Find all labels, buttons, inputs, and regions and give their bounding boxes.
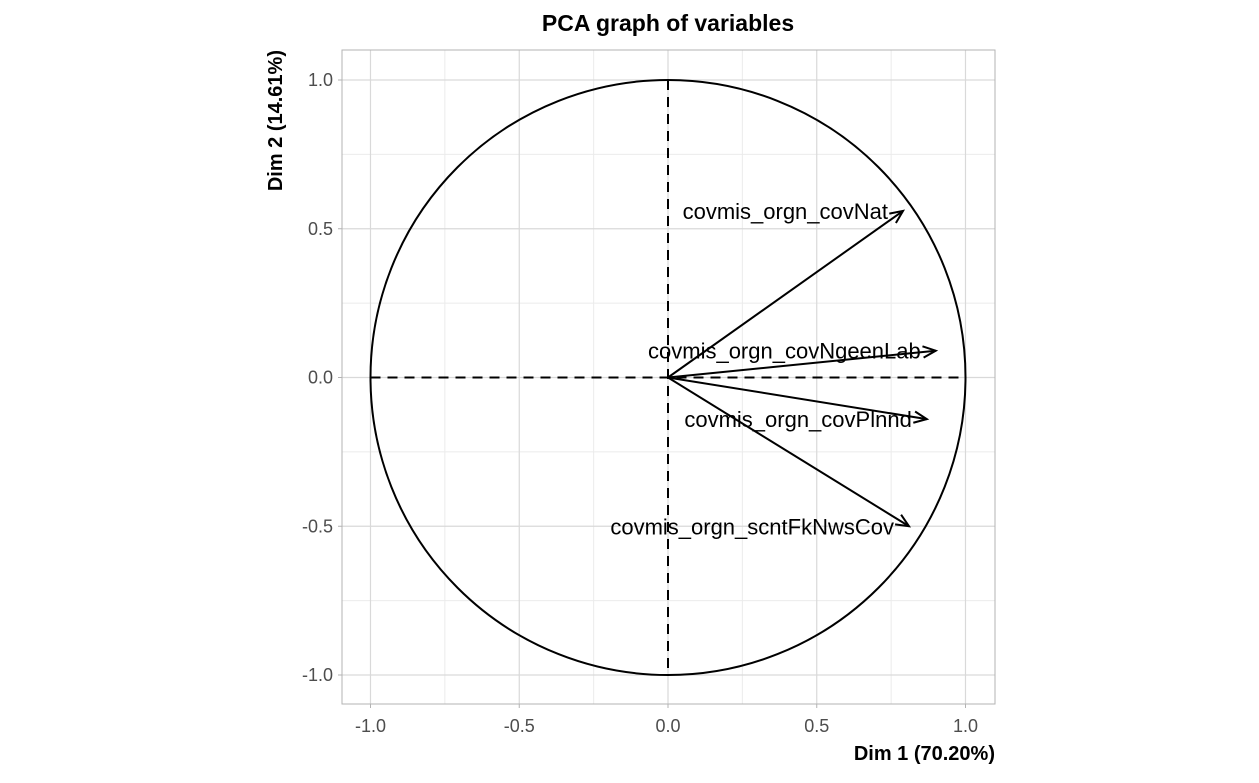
chart-title: PCA graph of variables	[542, 10, 794, 36]
variable-arrows	[667, 209, 939, 528]
y-axis-title: Dim 2 (14.61%)	[265, 50, 287, 191]
y-tick-label: -1.0	[302, 665, 333, 685]
arrow-1-head	[889, 209, 906, 224]
x-axis-ticks: -1.0 -0.5 0.0 0.5 1.0	[355, 704, 978, 736]
x-tick-label: 0.0	[655, 716, 680, 736]
arrow-4-head	[894, 514, 912, 528]
x-tick-label: -1.0	[355, 716, 386, 736]
arrow-2-shaft	[667, 349, 936, 379]
y-tick-label: 1.0	[308, 70, 333, 90]
variable-labels: covmis_orgn_covNat covmis_orgn_covNgeenLa…	[610, 199, 920, 539]
variable-label-4: covmis_orgn_scntFkNwsCov	[610, 514, 894, 539]
y-axis-ticks: -1.0 -0.5 0.0 0.5 1.0	[302, 70, 342, 685]
arrow-3-head	[913, 410, 930, 424]
arrow-3-shaft	[667, 376, 927, 421]
x-axis-title: Dim 1 (70.20%)	[854, 743, 995, 765]
arrow-4-shaft	[667, 376, 910, 528]
x-tick-label: 0.5	[804, 716, 829, 736]
variable-label-2: covmis_orgn_covNgeenLab	[648, 339, 921, 364]
y-tick-label: 0.5	[308, 219, 333, 239]
y-tick-label: -0.5	[302, 516, 333, 536]
x-tick-label: -0.5	[504, 716, 535, 736]
variable-label-3: covmis_orgn_covPlnnd	[684, 407, 911, 432]
correlation-circle	[369, 79, 967, 676]
x-tick-label: 1.0	[953, 716, 978, 736]
arrow-1-shaft	[667, 210, 904, 379]
y-tick-label: 0.0	[308, 368, 333, 388]
arrow-2-head	[922, 345, 939, 359]
variable-label-1: covmis_orgn_covNat	[683, 199, 888, 224]
